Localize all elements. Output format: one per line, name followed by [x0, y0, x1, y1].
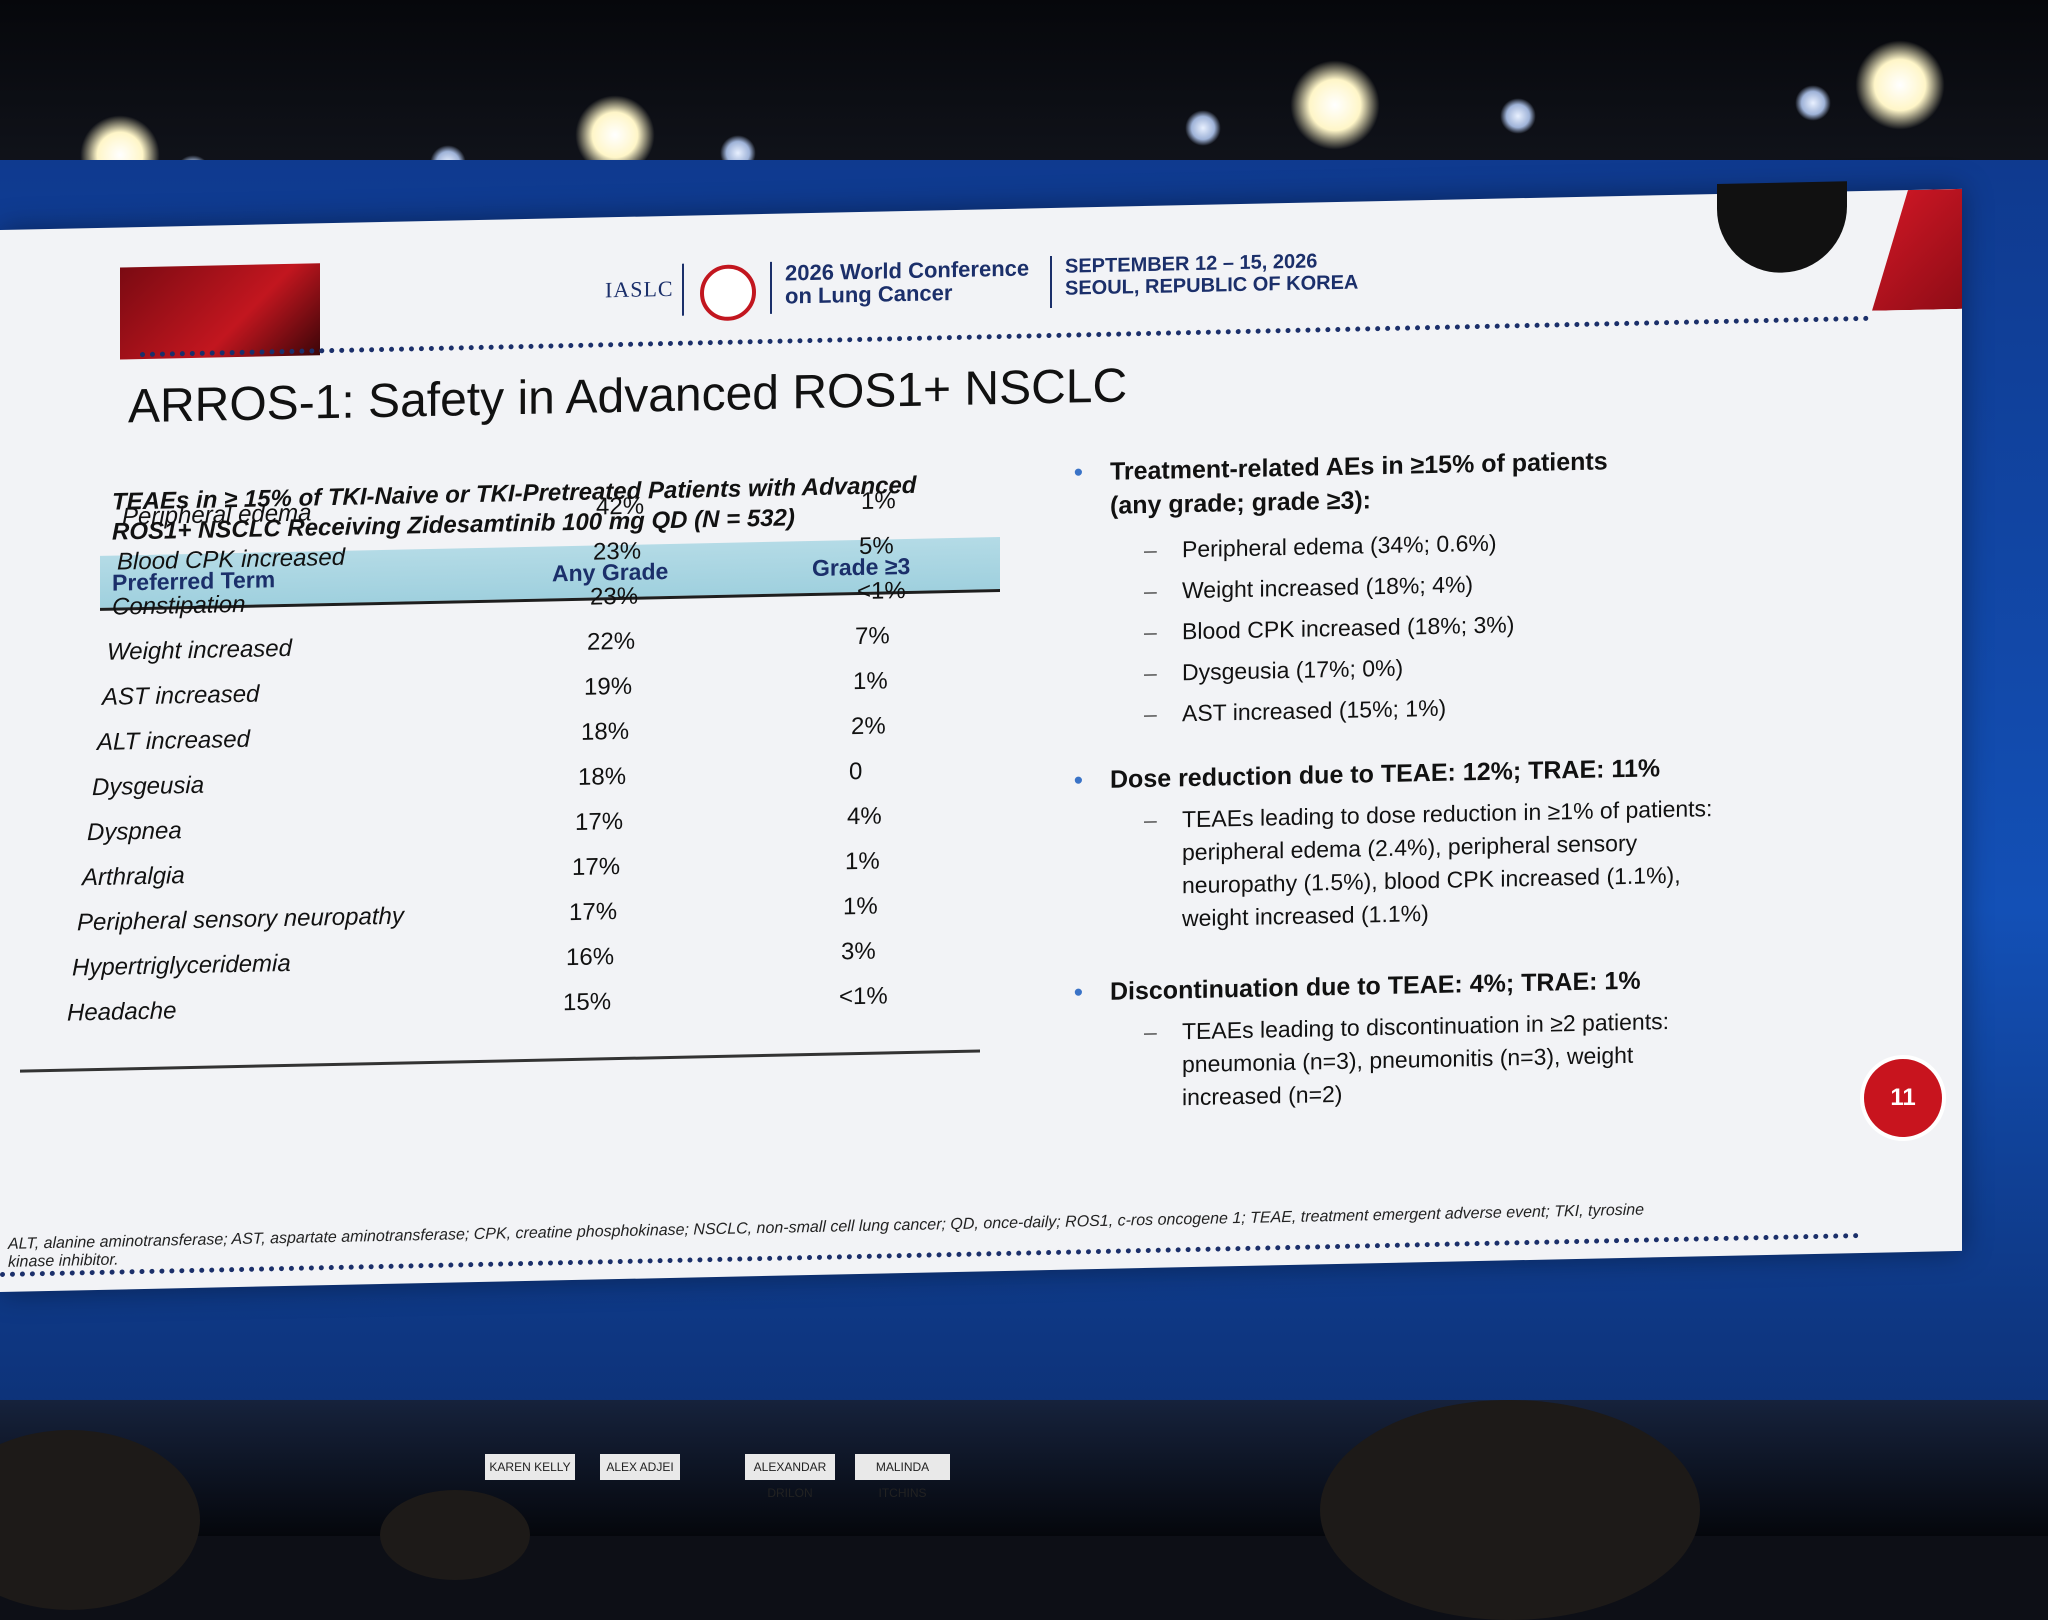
iaslc-logo: IASLC: [605, 275, 674, 303]
conference-location: SEOUL, REPUBLIC OF KOREA: [1065, 271, 1359, 300]
header-decoration: [1717, 181, 1847, 275]
conference-name: 2026 World Conference on Lung Cancer: [785, 255, 1029, 309]
dash-icon: –: [1144, 659, 1157, 687]
bullet-subitem: – Weight increased (18%; 4%): [1144, 568, 1474, 607]
summary-bullets: • Treatment-related AEs in ≥15% of patie…: [1074, 439, 1870, 1110]
cell-term: Weight increased: [107, 634, 292, 666]
speaker-nameplate: KAREN KELLY: [485, 1454, 575, 1480]
cell-any-grade: 19%: [584, 672, 633, 701]
cell-any-grade: 42%: [596, 492, 645, 521]
cell-grade3: 4%: [847, 802, 882, 831]
cell-term: ALT increased: [97, 725, 250, 756]
bullet-dose-reduction: • Dose reduction due to TEAE: 12%; TRAE:…: [1074, 751, 1661, 797]
cell-grade3: 1%: [861, 487, 896, 515]
dash-icon: –: [1144, 1018, 1157, 1046]
cell-term: AST increased: [102, 680, 260, 711]
cell-grade3: 3%: [841, 937, 876, 966]
bullet-text: Discontinuation due to TEAE: 4%; TRAE: 1…: [1110, 966, 1641, 1006]
header-divider: [1050, 255, 1052, 309]
cell-term: Peripheral edema: [122, 499, 312, 531]
cell-grade3: 1%: [843, 892, 878, 921]
cell-term: Constipation: [112, 590, 246, 621]
dash-icon: –: [1144, 618, 1157, 646]
speaker-nameplate: ALEXANDAR DRILON: [745, 1454, 835, 1500]
cell-term: Arthralgia: [82, 862, 185, 892]
cell-term: Peripheral sensory neuropathy: [77, 902, 404, 937]
page-number-badge: 11: [1860, 1055, 1946, 1141]
cell-any-grade: 18%: [581, 717, 630, 746]
led-light: [1795, 85, 1831, 121]
bullet-subitem: – Peripheral edema (34%; 0.6%): [1144, 527, 1497, 567]
bullet-subtext: Peripheral edema (34%; 0.6%): [1182, 529, 1497, 563]
bullet-subtext: AST increased (15%; 1%): [1182, 694, 1447, 727]
bullet-text: Dose reduction due to TEAE: 12%; TRAE: 1…: [1110, 754, 1661, 794]
cell-grade3: 1%: [853, 667, 888, 696]
dash-icon: –: [1144, 577, 1157, 605]
speaker-nameplate: MALINDA ITCHINS: [855, 1454, 950, 1500]
cell-term: Blood CPK increased: [117, 543, 346, 576]
header-decoration: [120, 263, 320, 360]
cell-grade3: 2%: [851, 712, 886, 741]
cell-any-grade: 17%: [575, 807, 624, 836]
bullet-subitem: – Dysgeusia (17%; 0%): [1144, 652, 1404, 690]
bullet-subitem: – Blood CPK increased (18%; 3%): [1144, 608, 1515, 648]
stage-area: [0, 1400, 2048, 1536]
header-divider: [770, 261, 772, 314]
conference-dates: SEPTEMBER 12 – 15, 2026 SEOUL, REPUBLIC …: [1065, 250, 1359, 300]
bullet-treatment-related: • Treatment-related AEs in ≥15% of patie…: [1074, 444, 1608, 522]
conference-seal-icon: [700, 264, 756, 322]
cell-any-grade: 17%: [572, 853, 621, 882]
cell-grade3: <1%: [857, 577, 906, 606]
cell-term: Dysgeusia: [92, 771, 205, 802]
bullet-subitem: – TEAEs leading to dose reduction in ≥1%…: [1144, 792, 1712, 935]
cell-any-grade: 23%: [593, 537, 642, 566]
bullet-dot-icon: •: [1074, 766, 1083, 795]
bullet-discontinuation: • Discontinuation due to TEAE: 4%; TRAE:…: [1074, 964, 1641, 1009]
dash-icon: –: [1144, 806, 1157, 834]
cell-any-grade: 23%: [590, 582, 639, 611]
bullet-dot-icon: •: [1074, 978, 1083, 1007]
header-decoration: [1872, 189, 1962, 311]
stage-light: [1290, 60, 1380, 150]
cell-grade3: 0: [849, 757, 863, 786]
led-light: [1185, 110, 1221, 146]
stage-light: [1855, 40, 1945, 130]
dash-icon: –: [1144, 700, 1157, 728]
presentation-slide: IASLC 2026 World Conference on Lung Canc…: [0, 181, 1962, 1292]
cell-term: Hypertriglyceridemia: [72, 949, 291, 982]
cell-term: Dyspnea: [87, 817, 182, 847]
table-bottom-rule: [20, 1049, 980, 1073]
bullet-subtext: Blood CPK increased (18%; 3%): [1182, 611, 1515, 645]
cell-any-grade: 15%: [563, 988, 612, 1017]
slide-title: ARROS-1: Safety in Advanced ROS1+ NSCLC: [128, 359, 1128, 434]
audience-head: [380, 1490, 530, 1580]
cell-any-grade: 18%: [578, 762, 627, 791]
cell-grade3: <1%: [839, 982, 888, 1011]
bullet-subtext: Weight increased (18%; 4%): [1182, 571, 1474, 604]
dash-icon: –: [1144, 536, 1157, 564]
bullet-subitem: – TEAEs leading to discontinuation in ≥2…: [1144, 1005, 1669, 1114]
cell-grade3: 1%: [845, 847, 880, 876]
cell-term: Headache: [67, 997, 177, 1027]
audience-head: [1320, 1400, 1700, 1620]
bullet-dot-icon: •: [1074, 458, 1083, 487]
conference-name-line: on Lung Cancer: [785, 280, 953, 309]
header-dotted-rule: [140, 315, 1870, 358]
led-light: [1500, 98, 1536, 134]
bullet-subitem: – AST increased (15%; 1%): [1144, 692, 1447, 731]
cell-any-grade: 17%: [569, 898, 618, 927]
speaker-nameplate: ALEX ADJEI: [600, 1454, 680, 1480]
bullet-subtext: Dysgeusia (17%; 0%): [1182, 654, 1404, 686]
cell-any-grade: 22%: [587, 627, 636, 656]
cell-any-grade: 16%: [566, 943, 615, 972]
header-divider: [682, 263, 684, 316]
cell-grade3: 5%: [859, 532, 894, 561]
cell-grade3: 7%: [855, 622, 890, 651]
